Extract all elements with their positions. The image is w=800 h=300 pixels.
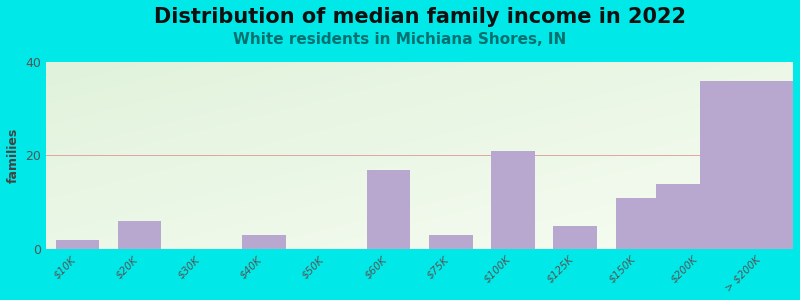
Bar <box>118 221 162 249</box>
Bar <box>656 184 743 249</box>
Bar <box>429 235 473 249</box>
Bar <box>55 240 99 249</box>
Y-axis label: families: families <box>7 128 20 183</box>
Text: White residents in Michiana Shores, IN: White residents in Michiana Shores, IN <box>234 32 566 46</box>
Bar <box>616 198 659 249</box>
Bar <box>700 81 800 249</box>
Bar <box>491 151 534 249</box>
Title: Distribution of median family income in 2022: Distribution of median family income in … <box>154 7 686 27</box>
Bar <box>366 169 410 249</box>
Bar <box>242 235 286 249</box>
Bar <box>554 226 597 249</box>
